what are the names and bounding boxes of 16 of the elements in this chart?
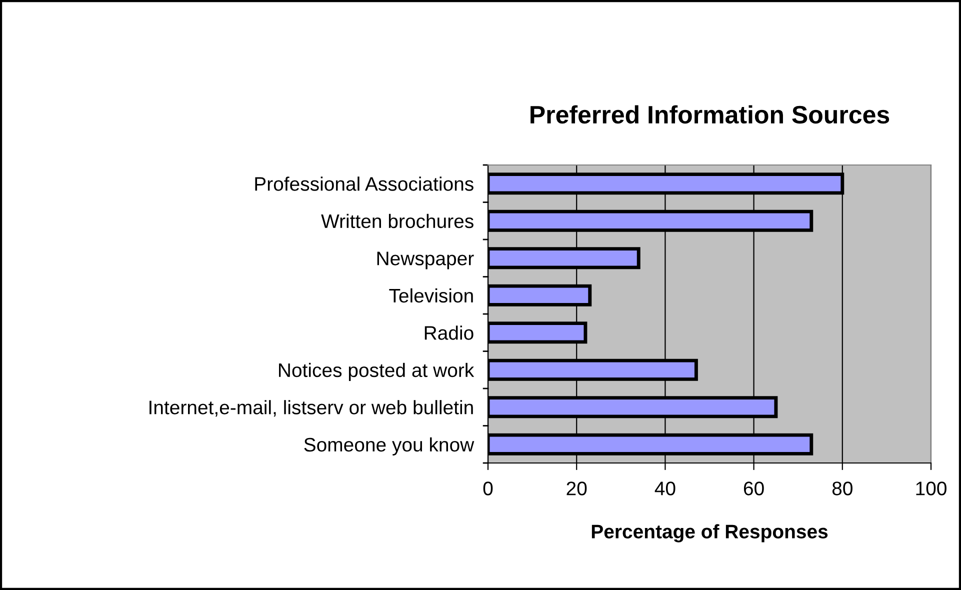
y-tick-label: Someone you know	[304, 437, 474, 456]
y-tick-label: Newspaper	[377, 252, 474, 270]
x-tick-label: 80	[832, 482, 852, 496]
y-tick-label: Professional Associations	[255, 176, 474, 191]
x-tick-label: 60	[744, 482, 764, 496]
x-axis-title: Percentage of Responses	[592, 524, 828, 542]
x-tick-label: 100	[916, 482, 946, 496]
y-tick-label: Radio	[424, 326, 474, 340]
y-tick-label: Written brochures	[321, 214, 474, 228]
y-tick-label: Internet,e-mail, listserv or web bulletin	[150, 400, 473, 417]
x-tick-label: 40	[654, 482, 676, 496]
y-tick-label: Television	[389, 288, 473, 303]
y-tick-label: Notices posted at work	[279, 362, 474, 381]
chart-title: Preferred Information Sources	[530, 105, 890, 124]
x-tick-label: 0	[483, 482, 493, 496]
x-tick-label: 20	[566, 482, 587, 496]
